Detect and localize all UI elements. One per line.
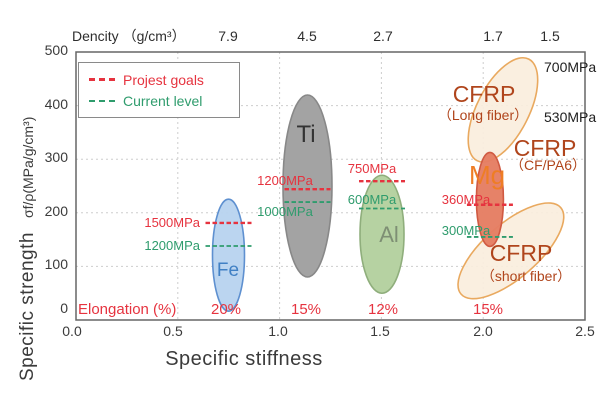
y-tick-0: 0: [60, 300, 68, 316]
density-value: 1.7: [483, 28, 503, 44]
fe-elongation: 20%: [210, 301, 242, 318]
legend-goal-swatch: [89, 78, 115, 81]
cfrp-700mpa-label: 700MPa: [544, 59, 597, 75]
y-tick-100: 100: [44, 256, 68, 272]
x-tick: 0.5: [163, 323, 183, 339]
cfrp-cfpa6-sublabel: （CF/PA6）: [510, 157, 586, 173]
cfrp-long-fiber-sublabel: （Long fiber）: [437, 107, 529, 123]
legend: Projest goals Current level: [78, 62, 240, 118]
y-axis-title-unit: σf/ρ(MPa/g/cm³): [20, 116, 36, 219]
density-value: 2.7: [373, 28, 393, 44]
legend-item-project-goals: Projest goals: [89, 72, 239, 88]
density-value: 7.9: [218, 28, 238, 44]
cfrp-530mpa-label: 530MPa: [544, 109, 597, 125]
x-tick: 0.0: [62, 323, 82, 339]
x-tick: 1.5: [370, 323, 390, 339]
density-value: 4.5: [297, 28, 317, 44]
ti-goal-value: 1200MPa: [257, 173, 313, 188]
cfrp-cfpa6-label: CFRP: [513, 135, 577, 161]
cfrp-short-fiber-label: CFRP: [489, 240, 553, 266]
density-axis-label: Dencity （g/cm³）: [72, 28, 186, 44]
ti-elongation: 15%: [290, 301, 322, 318]
fe-current-value: 1200MPa: [144, 238, 200, 253]
y-axis-title: Specific strength σf/ρ(MPa/g/cm³): [0, 11, 56, 381]
material-label-fe: Fe: [216, 260, 240, 281]
mg-cfrp-elongation: 15%: [472, 301, 504, 318]
al-elongation: 12%: [367, 301, 399, 318]
y-tick-400: 400: [44, 96, 68, 112]
legend-current-swatch: [89, 99, 115, 102]
mg-current-value: 300MPa: [441, 223, 491, 238]
cfrp-short-fiber-sublabel: （short fiber）: [480, 268, 572, 284]
y-tick-200: 200: [44, 203, 68, 219]
x-tick: 2.5: [575, 323, 595, 339]
x-tick: 1.0: [268, 323, 288, 339]
x-axis-title: Specific stiffness: [165, 348, 323, 370]
material-label-ti: Ti: [296, 121, 316, 148]
al-current-value: 600MPa: [347, 192, 397, 207]
elongation-row-label: Elongation (%): [78, 301, 177, 318]
mg-goal-value: 360MPa: [441, 192, 491, 207]
y-tick-500: 500: [44, 42, 68, 58]
ti-current-value: 1000MPa: [257, 204, 313, 219]
cfrp-long-fiber-label: CFRP: [452, 81, 516, 107]
al-goal-value: 750MPa: [347, 161, 397, 176]
material-label-al: Al: [379, 222, 399, 247]
y-tick-300: 300: [44, 149, 68, 165]
material-label-mg: Mg: [468, 160, 506, 190]
fe-goal-value: 1500MPa: [144, 215, 200, 230]
legend-item-current-level: Current level: [89, 93, 239, 109]
density-value: 1.5: [540, 28, 560, 44]
legend-goal-label: Projest goals: [123, 71, 204, 88]
x-tick: 2.0: [473, 323, 493, 339]
legend-current-label: Current level: [123, 92, 203, 109]
